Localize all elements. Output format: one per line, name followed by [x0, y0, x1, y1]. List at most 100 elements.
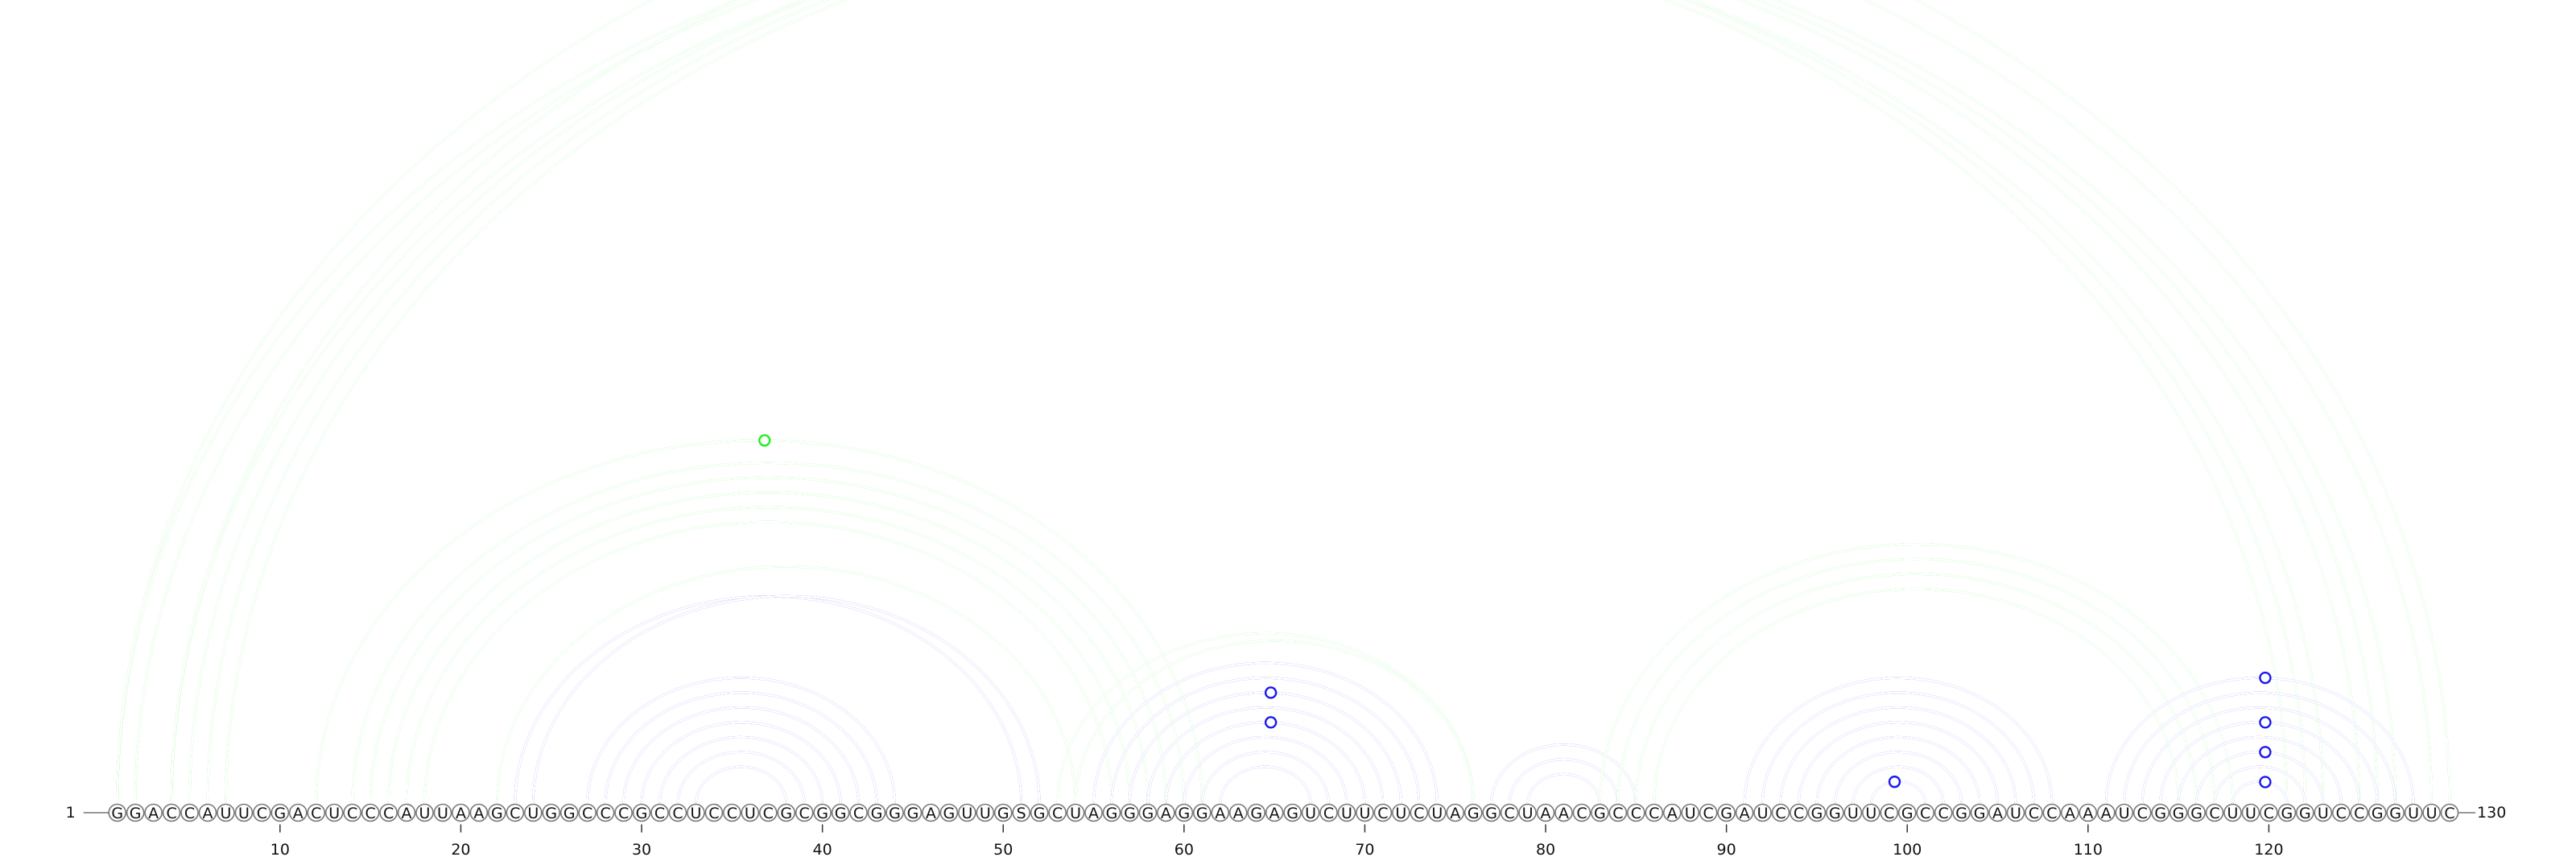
nucleotide-letter: U — [1395, 805, 1406, 822]
nucleotide-letter: A — [402, 805, 412, 822]
nucleotide-sequence: GGACCAUUCGACUCCCAUUAAGCUGGCCCGCCUCCUCGCG… — [109, 805, 2458, 823]
nucleotide-letter: C — [2336, 805, 2347, 822]
nucleotide-letter: U — [690, 805, 701, 822]
nucleotide-letter: G — [1250, 805, 1262, 822]
base-pair-arc-gap-27-44 — [588, 677, 895, 804]
nucleotide-letter: A — [203, 805, 213, 822]
nucleotide-letter: C — [1052, 805, 1063, 822]
nucleotide-letter: G — [997, 805, 1009, 822]
base-pair-arc-gap-33-38 — [696, 767, 786, 804]
nucleotide-letter: G — [2299, 805, 2311, 822]
axis-tick-label: 110 — [2074, 841, 2103, 857]
nucleotide-letter: U — [1341, 805, 1352, 822]
nucleotide-letter: C — [311, 805, 321, 822]
nucleotide-letter: C — [1938, 805, 1949, 822]
nucleotide-letter: G — [943, 805, 955, 822]
base-pair-arc-gap-114-125 — [2161, 722, 2359, 804]
base-pair-arc-1-121 — [118, 0, 2287, 804]
nucleotide-letter: C — [853, 805, 864, 822]
base-pair-arc-gap-4-129 — [171, 0, 2432, 804]
nucleotide-letter: A — [1992, 805, 2003, 822]
sequence-end-label: 130 — [2477, 804, 2506, 822]
base-pair-arc-gap-86-115 — [1654, 589, 2178, 804]
nucleotide-letter: A — [1269, 805, 1280, 822]
nucleotide-letter: A — [1667, 805, 1678, 822]
nucleotide-letter: U — [2119, 805, 2130, 822]
nucleotide-letter: G — [871, 805, 883, 822]
nucleotide-letter: C — [1703, 805, 1714, 822]
nucleotide-letter: G — [1901, 805, 1913, 822]
nucleotide-letter: A — [926, 805, 936, 822]
arc-marker-open — [2260, 747, 2270, 757]
nucleotide-letter: G — [1829, 805, 1841, 822]
nucleotide-letter: C — [510, 805, 520, 822]
base-pair-arc-gap-5-125 — [190, 0, 2359, 804]
base-pair-arc-86-115 — [1654, 589, 2178, 804]
nucleotide-letter: U — [2010, 805, 2021, 822]
arc-marker-open — [2260, 673, 2270, 683]
base-pair-arc-94-105 — [1798, 722, 1997, 804]
nucleotide-letter: G — [636, 805, 648, 822]
arc-marker-open — [2260, 717, 2270, 727]
base-pair-arc-gap-23-51 — [515, 596, 1022, 804]
nucleotide-letter: G — [1974, 805, 1986, 822]
position-axis: 10 20 30 40 50 60 70 80 90 100 110 120 — [270, 825, 2284, 857]
nucleotide-letter: C — [672, 805, 683, 822]
nucleotide-letter: C — [582, 805, 592, 822]
nucleotide-letter: G — [2190, 805, 2202, 822]
base-pair-arc-84-117 — [1618, 559, 2215, 804]
base-pair-arc-gap-31-40 — [660, 737, 823, 804]
base-pair-arc-18-56 — [425, 522, 1112, 804]
nucleotide-letter: A — [2065, 805, 2075, 822]
nucleotide-letter: G — [111, 805, 123, 822]
nucleotide-letter: U — [2227, 805, 2239, 822]
nucleotide-letter: C — [2029, 805, 2039, 822]
nucleotide-letter: U — [745, 805, 756, 822]
nucleotide-letter: G — [780, 805, 792, 822]
axis-tick-label: 80 — [1536, 841, 1555, 857]
nucleotide-letter: G — [2281, 805, 2293, 822]
nucleotide-letter: G — [889, 805, 901, 822]
nucleotide-letter: U — [1865, 805, 1876, 822]
nucleotide-letter: U — [2408, 805, 2419, 822]
arc-marker-open — [2260, 776, 2270, 787]
nucleotide-letter: G — [907, 805, 919, 822]
nucleotide-letter: A — [148, 805, 159, 822]
nucleotide-letter: U — [1685, 805, 1696, 822]
nucleotide-letter: G — [1955, 805, 1967, 822]
nucleotide-letter: U — [1359, 805, 1370, 822]
nucleotide-letter: G — [2154, 805, 2166, 822]
base-pair-arc-4-123 — [171, 0, 2323, 804]
base-pair-arc-6-126 — [208, 0, 2377, 804]
base-pair-arc-60-69 — [1184, 737, 1347, 804]
nucleotide-letter: C — [2209, 805, 2219, 822]
base-pair-arc-53-76 — [1058, 633, 1474, 804]
nucleotide-letter: A — [456, 805, 466, 822]
base-pair-arc-gap-95-104 — [1817, 737, 1979, 804]
nucleotide-letter: C — [654, 805, 665, 822]
nucleotide-letter: A — [1233, 805, 1244, 822]
nucleotide-letter: U — [1522, 805, 1534, 822]
nucleotide-letter: G — [1720, 805, 1732, 822]
nucleotide-letter: U — [1757, 805, 1769, 822]
base-pair-arc-gap-115-124 — [2178, 737, 2341, 804]
nucleotide-letter: G — [1142, 805, 1154, 822]
nucleotide-letter: C — [1794, 805, 1804, 822]
nucleotide-letter: G — [1594, 805, 1606, 822]
nucleotide-letter: C — [1612, 805, 1623, 822]
nucleotide-letter: A — [1558, 805, 1569, 822]
nucleotide-letter: U — [1305, 805, 1316, 822]
nucleotide-letter: A — [1740, 805, 1750, 822]
nucleotide-letter: G — [816, 805, 828, 822]
arc-markers — [759, 0, 2270, 787]
nucleotide-letter: C — [347, 805, 357, 822]
base-pair-arc-gap-30-41 — [642, 722, 840, 804]
nucleotide-letter: A — [1541, 805, 1551, 822]
base-pair-arcs — [118, 0, 2450, 804]
base-pair-arc-4-129 — [171, 0, 2432, 804]
nucleotide-letter: U — [220, 805, 231, 822]
nucleotide-letter: U — [961, 805, 972, 822]
nucleotide-letter: U — [328, 805, 340, 822]
sequence-start-label: 1 — [66, 804, 76, 822]
